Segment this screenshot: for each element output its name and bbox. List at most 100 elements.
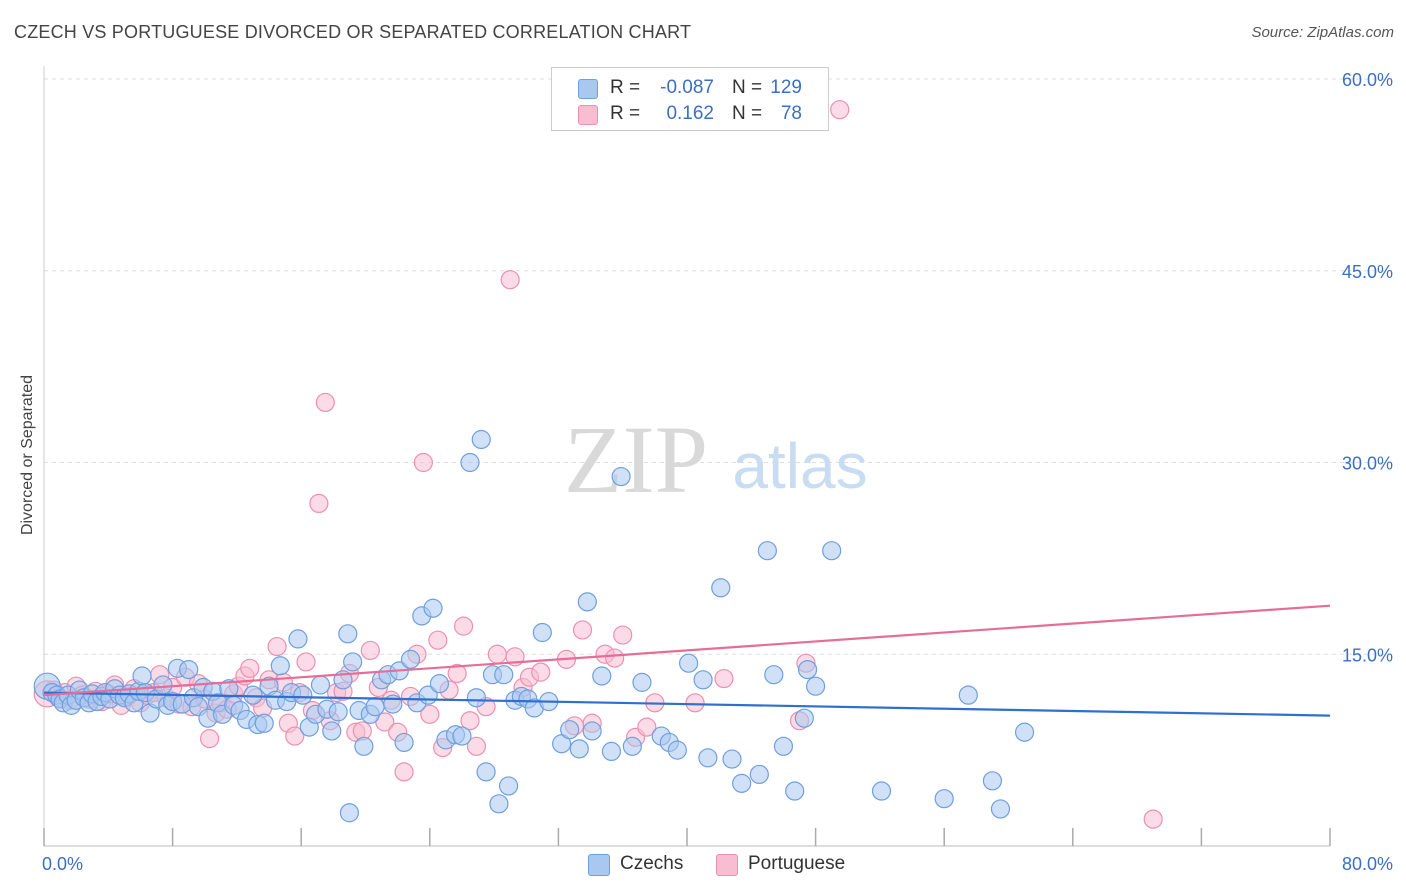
czech-point — [582, 721, 602, 741]
czech-point — [532, 622, 552, 643]
stats-legend-row-portuguese: R = 0.162 N = 78 — [552, 100, 828, 126]
czech-point — [466, 688, 487, 708]
czech-points — [33, 429, 1035, 823]
y-tick-label: 15.0% — [1342, 645, 1393, 665]
axes — [43, 66, 1331, 847]
r-label: R = — [610, 103, 641, 124]
trend-lines — [43, 604, 1331, 717]
series-legend-label: Czechs — [620, 853, 684, 874]
czech-point — [822, 541, 842, 561]
czech-point — [179, 659, 199, 680]
czech-point — [934, 789, 954, 809]
czech-point — [328, 702, 348, 722]
portuguese-point — [605, 648, 625, 668]
portuguese-point — [285, 726, 305, 746]
portuguese-point — [466, 736, 487, 756]
portuguese-point — [199, 729, 220, 749]
czech-point — [460, 452, 480, 473]
n-label: N = — [732, 103, 763, 124]
czech-point — [153, 675, 173, 695]
czech-point — [394, 732, 414, 753]
czech-point — [667, 740, 687, 760]
czech-point — [354, 736, 374, 756]
czech-point — [132, 666, 152, 686]
czech-point — [958, 685, 978, 705]
czech-point — [622, 736, 642, 756]
x-tick-label: 0.0% — [42, 854, 83, 874]
portuguese-point — [240, 658, 260, 678]
czech-point — [310, 675, 331, 695]
y-tick-label: 45.0% — [1342, 262, 1393, 282]
portuguese-point — [447, 663, 467, 684]
portuguese-point — [296, 652, 316, 672]
czech-swatch — [578, 79, 598, 99]
czech-point — [632, 672, 652, 692]
czech-point — [471, 429, 491, 450]
czech-point — [560, 720, 580, 740]
y-tick-label: 60.0% — [1342, 70, 1393, 90]
czech-trend-line — [43, 691, 1331, 717]
czech-point — [569, 739, 589, 759]
czech-point — [592, 666, 612, 686]
czech-point — [338, 624, 358, 644]
gridlines — [44, 78, 1395, 655]
czech-point — [871, 781, 892, 801]
czech-legend-swatch — [588, 854, 610, 876]
portuguese-point — [685, 693, 705, 713]
czech-point — [711, 578, 731, 598]
portuguese-point — [267, 636, 287, 657]
czech-point — [423, 598, 443, 618]
czech-point — [601, 741, 622, 762]
portuguese-point — [453, 616, 474, 636]
portuguese-swatch — [578, 105, 598, 125]
r-label: R = — [610, 77, 641, 98]
czech-point — [498, 776, 519, 796]
czech-point — [749, 764, 769, 785]
n-value: 78 — [780, 103, 802, 124]
czech-point — [797, 659, 818, 680]
czech-point — [773, 736, 794, 756]
czech-point — [365, 697, 385, 717]
n-label: N = — [732, 77, 763, 98]
czech-point — [1014, 722, 1035, 742]
portuguese-point — [613, 625, 633, 645]
portuguese-point — [420, 704, 440, 724]
czech-point — [794, 708, 814, 728]
r-value: 0.162 — [666, 103, 714, 124]
portuguese-point — [572, 620, 593, 640]
portuguese-point — [360, 640, 380, 661]
x-tick-label: 80.0% — [1342, 854, 1393, 874]
czech-point — [288, 629, 308, 649]
czech-point — [577, 592, 597, 612]
czech-point — [494, 665, 514, 685]
czech-point — [982, 771, 1003, 791]
portuguese-point — [531, 662, 551, 682]
czech-point — [489, 794, 509, 814]
czech-point — [757, 541, 777, 561]
portuguese-point — [714, 668, 734, 689]
czech-point — [293, 685, 313, 705]
czech-point — [679, 653, 699, 673]
portuguese-point — [309, 493, 329, 514]
czech-point — [722, 749, 742, 769]
portuguese-point — [460, 711, 480, 731]
czech-point — [698, 748, 718, 768]
czech-point — [990, 799, 1011, 819]
stats-legend-row-czechs: R = -0.087 N = 129 — [552, 74, 828, 100]
czech-point — [805, 676, 826, 696]
czech-point — [254, 713, 274, 733]
stats-legend: R = -0.087 N = 129 R = 0.162 N = 78 — [551, 67, 829, 131]
portuguese-point — [428, 630, 448, 650]
czech-point — [452, 726, 472, 746]
portuguese-point — [830, 100, 850, 120]
series-legend-label: Portuguese — [748, 853, 846, 874]
portuguese-point — [1143, 809, 1163, 829]
portuguese-point — [637, 717, 657, 737]
portuguese-point — [315, 392, 335, 413]
portuguese-point — [487, 644, 507, 664]
czech-point — [611, 466, 631, 487]
czech-point — [693, 670, 713, 690]
czech-point — [400, 649, 421, 669]
source-label: Source: ZipAtlas.com — [1251, 24, 1394, 41]
